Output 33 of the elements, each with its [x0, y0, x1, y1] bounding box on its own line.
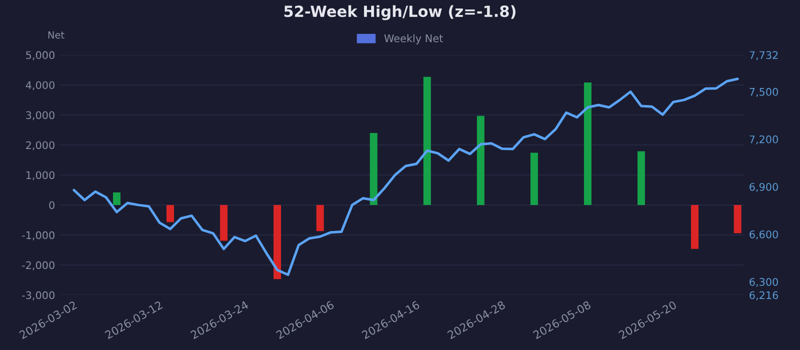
bar [370, 132, 378, 206]
y2-tick-label: 6,600 [750, 230, 778, 240]
y-tick-label: -1,000 [22, 231, 54, 240]
bar [423, 76, 431, 206]
y-axis-title: Net [48, 31, 64, 39]
y2-tick-label: 6,216 [750, 291, 778, 300]
y2-tick-label: 6,900 [750, 182, 778, 192]
bar [274, 205, 282, 280]
bar [530, 152, 538, 206]
chart-title: 52-Week High/Low (z=-1.8) [284, 5, 516, 20]
bar [476, 116, 484, 206]
y-tick-label: 1,000 [26, 171, 54, 180]
bar [691, 205, 699, 249]
y2-tick-label: 7,200 [750, 135, 778, 144]
y-tick-label: 2,000 [26, 141, 54, 150]
line-series [72, 78, 739, 276]
y2-tick-label: 6,300 [750, 278, 778, 287]
y-tick-label: 4,000 [26, 81, 54, 90]
y-tick-label: -3,000 [22, 291, 54, 300]
bar [112, 192, 120, 206]
bar [734, 205, 742, 234]
bar [316, 205, 324, 232]
bar [220, 205, 228, 241]
y-tick-label: -2,000 [22, 261, 54, 270]
bar [637, 151, 645, 206]
bar [166, 205, 174, 222]
text: Weekly Net [384, 34, 443, 44]
y-tick-label: 5,000 [26, 51, 54, 60]
y2-tick-label: 7,732 [750, 51, 778, 60]
bar [584, 82, 592, 206]
y-tick-label: 3,000 [26, 111, 54, 120]
y-tick-label: 0 [49, 201, 54, 210]
y2-tick-label: 7,500 [750, 88, 778, 97]
